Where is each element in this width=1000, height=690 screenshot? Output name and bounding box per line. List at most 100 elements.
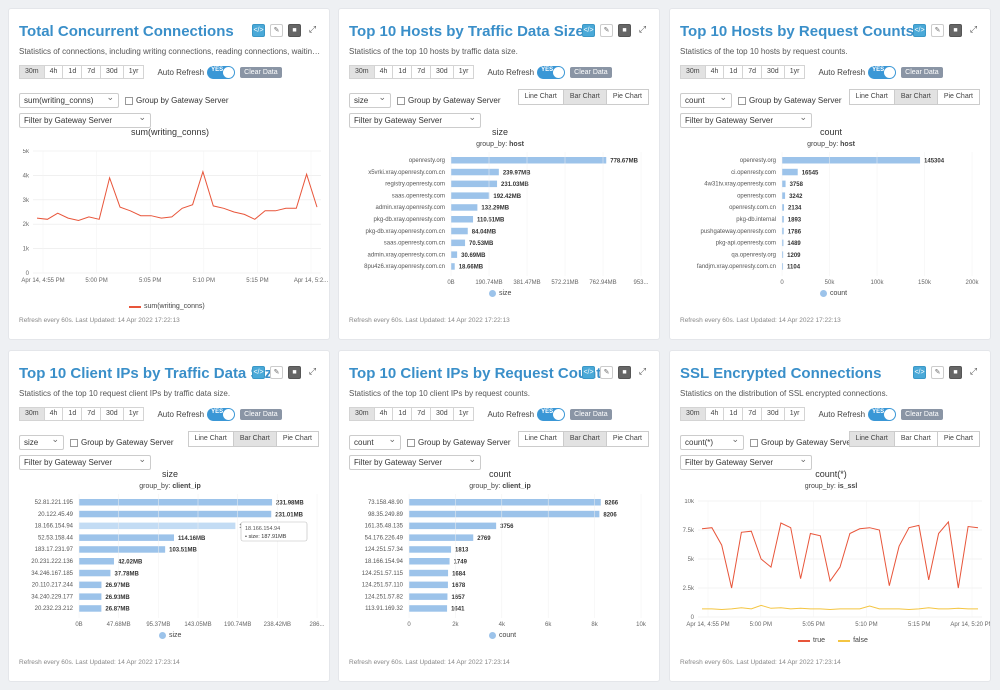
edit-icon[interactable]: ✎ bbox=[270, 24, 283, 37]
clear-data-button[interactable]: Clear Data bbox=[901, 408, 943, 420]
series-line-false[interactable] bbox=[702, 604, 978, 611]
metric-select[interactable]: count bbox=[680, 91, 732, 108]
metric-select[interactable]: count bbox=[349, 433, 401, 450]
time-range-30m[interactable]: 30m bbox=[349, 65, 375, 79]
chart-legend[interactable]: sum(writing_conns) bbox=[129, 303, 205, 310]
filter-gateway-select[interactable]: Filter by Gateway Server bbox=[19, 453, 151, 470]
time-range-7d[interactable]: 7d bbox=[411, 65, 432, 79]
bar[interactable] bbox=[79, 605, 102, 612]
chart-type-1[interactable]: Bar Chart bbox=[893, 431, 938, 447]
chart-type-1[interactable]: Bar Chart bbox=[893, 89, 938, 105]
series-line-sum(writing_conns)[interactable] bbox=[36, 170, 318, 222]
bar[interactable] bbox=[451, 192, 490, 199]
group-by-checkbox[interactable]: Group by Gateway Server bbox=[407, 438, 510, 447]
filter-gateway-select[interactable]: Filter by Gateway Server bbox=[680, 453, 812, 470]
time-range-1d[interactable]: 1d bbox=[723, 65, 744, 79]
bar[interactable] bbox=[79, 569, 111, 577]
chart-type-1[interactable]: Bar Chart bbox=[562, 89, 607, 105]
code-icon[interactable]: </> bbox=[252, 24, 265, 37]
time-range-30d[interactable]: 30d bbox=[100, 407, 124, 421]
time-range-1d[interactable]: 1d bbox=[392, 407, 413, 421]
time-range-7d[interactable]: 7d bbox=[81, 407, 102, 421]
chart-legend[interactable]: true false bbox=[798, 637, 868, 644]
chart-type-2[interactable]: Pie Chart bbox=[936, 89, 980, 105]
chart-type-1[interactable]: Bar Chart bbox=[232, 431, 277, 447]
delete-icon[interactable]: ■ bbox=[949, 366, 962, 379]
edit-icon[interactable]: ✎ bbox=[931, 366, 944, 379]
chart-legend[interactable]: size bbox=[489, 290, 511, 297]
time-range-7d[interactable]: 7d bbox=[742, 407, 763, 421]
time-range-1d[interactable]: 1d bbox=[62, 65, 83, 79]
bar[interactable] bbox=[409, 605, 448, 612]
bar[interactable] bbox=[782, 204, 785, 211]
bar[interactable] bbox=[451, 263, 455, 270]
chart-legend[interactable]: size bbox=[159, 632, 181, 639]
bar[interactable] bbox=[409, 593, 448, 600]
delete-icon[interactable]: ■ bbox=[288, 366, 301, 379]
expand-icon[interactable]: ⤢ bbox=[306, 366, 319, 379]
bar[interactable] bbox=[451, 216, 474, 223]
time-range-30d[interactable]: 30d bbox=[430, 65, 454, 79]
clear-data-button[interactable]: Clear Data bbox=[570, 408, 612, 420]
bar[interactable] bbox=[79, 581, 102, 589]
group-by-checkbox[interactable]: Group by Gateway Server bbox=[70, 438, 173, 447]
code-icon[interactable]: </> bbox=[913, 24, 926, 37]
bar[interactable] bbox=[782, 239, 784, 247]
bar[interactable] bbox=[409, 581, 448, 589]
time-range-1yr[interactable]: 1yr bbox=[783, 407, 806, 421]
delete-icon[interactable]: ■ bbox=[949, 24, 962, 37]
group-by-checkbox[interactable]: Group by Gateway Server bbox=[125, 96, 228, 105]
time-range-7d[interactable]: 7d bbox=[81, 65, 102, 79]
time-range-30m[interactable]: 30m bbox=[680, 407, 706, 421]
chart-type-0[interactable]: Line Chart bbox=[187, 431, 234, 447]
edit-icon[interactable]: ✎ bbox=[270, 366, 283, 379]
group-by-checkbox[interactable]: Group by Gateway Server bbox=[397, 96, 500, 105]
expand-icon[interactable]: ⤢ bbox=[967, 366, 980, 379]
bar[interactable] bbox=[782, 227, 784, 235]
series-line-true[interactable] bbox=[701, 520, 979, 589]
bar[interactable] bbox=[79, 510, 272, 518]
time-range-7d[interactable]: 7d bbox=[742, 65, 763, 79]
time-range-1yr[interactable]: 1yr bbox=[452, 65, 475, 79]
time-range-4h[interactable]: 4h bbox=[43, 65, 64, 79]
metric-select[interactable]: size bbox=[19, 433, 64, 450]
auto-refresh-toggle[interactable]: YES bbox=[868, 65, 897, 79]
metric-select[interactable]: sum(writing_conns) bbox=[19, 91, 119, 108]
chart-type-2[interactable]: Pie Chart bbox=[605, 431, 649, 447]
auto-refresh-toggle[interactable]: YES bbox=[537, 65, 566, 79]
time-range-4h[interactable]: 4h bbox=[704, 65, 725, 79]
auto-refresh-toggle[interactable]: YES bbox=[207, 407, 236, 421]
filter-gateway-select[interactable]: Filter by Gateway Server bbox=[680, 111, 812, 128]
bar[interactable] bbox=[782, 216, 784, 223]
bar[interactable] bbox=[782, 180, 786, 188]
bar[interactable] bbox=[782, 263, 784, 270]
chart-legend[interactable]: count bbox=[489, 632, 516, 639]
delete-icon[interactable]: ■ bbox=[288, 24, 301, 37]
chart-type-2[interactable]: Pie Chart bbox=[605, 89, 649, 105]
bar[interactable] bbox=[782, 192, 786, 199]
expand-icon[interactable]: ⤢ bbox=[967, 24, 980, 37]
bar[interactable] bbox=[451, 239, 466, 247]
time-range-4h[interactable]: 4h bbox=[373, 65, 394, 79]
time-range-1d[interactable]: 1d bbox=[392, 65, 413, 79]
code-icon[interactable]: </> bbox=[252, 366, 265, 379]
time-range-1d[interactable]: 1d bbox=[62, 407, 83, 421]
auto-refresh-toggle[interactable]: YES bbox=[537, 407, 566, 421]
time-range-30d[interactable]: 30d bbox=[761, 65, 785, 79]
time-range-1d[interactable]: 1d bbox=[723, 407, 744, 421]
expand-icon[interactable]: ⤢ bbox=[306, 24, 319, 37]
edit-icon[interactable]: ✎ bbox=[931, 24, 944, 37]
bar[interactable] bbox=[782, 157, 921, 164]
group-by-checkbox[interactable]: Group by Gateway Server bbox=[738, 96, 841, 105]
group-by-checkbox[interactable]: Group by Gateway Server bbox=[750, 438, 853, 447]
auto-refresh-toggle[interactable]: YES bbox=[207, 65, 236, 79]
clear-data-button[interactable]: Clear Data bbox=[240, 408, 282, 420]
clear-data-button[interactable]: Clear Data bbox=[901, 66, 943, 78]
edit-icon[interactable]: ✎ bbox=[600, 24, 613, 37]
chart-legend[interactable]: count bbox=[820, 290, 847, 297]
time-range-4h[interactable]: 4h bbox=[704, 407, 725, 421]
bar[interactable] bbox=[79, 558, 114, 565]
code-icon[interactable]: </> bbox=[913, 366, 926, 379]
edit-icon[interactable]: ✎ bbox=[600, 366, 613, 379]
bar[interactable] bbox=[451, 227, 468, 235]
